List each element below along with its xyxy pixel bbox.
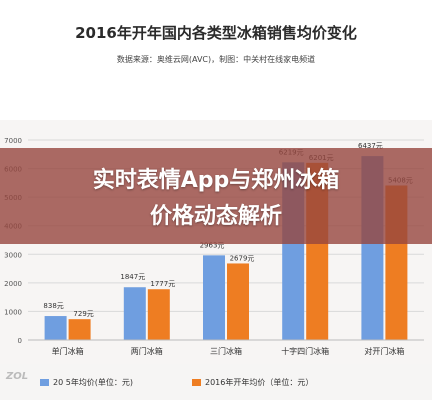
y-tick-label: 7000: [4, 137, 22, 145]
x-tick-label: 对开门冰箱: [364, 346, 404, 356]
bar-value-label: 2679元: [230, 254, 255, 262]
legend-swatch-series-2: [192, 379, 201, 386]
chart-source: 数据来源：奥维云网(AVC)，制图：中关村在线家电频道: [116, 55, 316, 64]
bar-value-label: 1847元: [120, 273, 145, 281]
overlay-banner: 实时表情App与郑州冰箱 价格动态解析: [0, 148, 432, 244]
bar: [44, 316, 67, 340]
x-tick-label: 十字四门冰箱: [281, 346, 329, 356]
y-tick-label: 3000: [4, 251, 22, 259]
chart-header: 2016年开年国内各类型冰箱销售均价变化 数据来源：奥维云网(AVC)，制图：中…: [0, 0, 432, 120]
legend-item-series-1: 20 5年均价(单位：元): [40, 377, 133, 388]
x-tick-label: 单门冰箱: [52, 346, 84, 356]
chart-legend: 20 5年均价(单位：元) 2016年开年均价（单位：元）: [0, 364, 432, 400]
legend-swatch-series-1: [40, 379, 49, 386]
x-tick-label: 两门冰箱: [131, 346, 163, 356]
y-tick-label: 0: [18, 337, 22, 345]
banner-line-2: 价格动态解析: [149, 204, 282, 229]
x-tick-label: 三门冰箱: [210, 346, 242, 356]
bar-value-label: 6437元: [358, 142, 383, 150]
banner-line-1: 实时表情App与郑州冰箱: [92, 168, 340, 193]
bar-value-label: 1777元: [150, 280, 175, 288]
y-tick-label: 1000: [4, 308, 22, 316]
watermark-logo: ZOL: [6, 371, 29, 382]
y-tick-label: 2000: [4, 280, 22, 288]
chart-title: 2016年开年国内各类型冰箱销售均价变化: [75, 24, 357, 42]
legend-label-series-2: 2016年开年均价（单位：元）: [205, 378, 314, 387]
legend-label-series-1: 20 5年均价(单位：元): [53, 378, 134, 387]
bar: [227, 263, 249, 340]
bar: [147, 289, 170, 340]
bar-value-label: 838元: [43, 302, 63, 310]
bar: [68, 319, 91, 340]
bar-value-label: 2963元: [200, 241, 225, 249]
bar-value-label: 729元: [73, 310, 93, 318]
legend-item-series-2: 2016年开年均价（单位：元）: [192, 377, 313, 388]
bar: [123, 287, 146, 340]
bar: [203, 255, 225, 340]
